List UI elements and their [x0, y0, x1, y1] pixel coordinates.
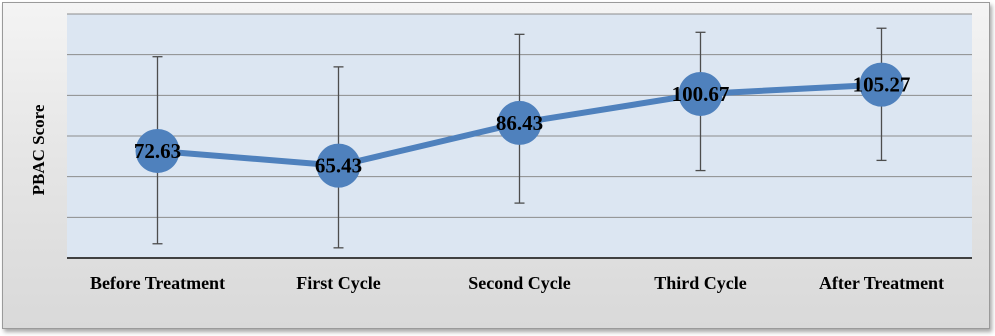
x-tick-label: Before Treatment [90, 273, 225, 293]
data-point-marker [316, 143, 361, 188]
data-point-marker [678, 71, 723, 116]
x-tick-label: Third Cycle [654, 273, 747, 293]
data-point-marker [859, 62, 904, 107]
data-label: 65.43 [315, 154, 362, 178]
data-label: 72.63 [134, 139, 181, 163]
data-label: 86.43 [496, 111, 543, 135]
x-tick-label: After Treatment [819, 273, 944, 293]
x-tick-labels: Before Treatment First Cycle Second Cycle T… [90, 273, 944, 293]
data-labels: 72.63 65.43 86.43 100.67 105.27 [134, 73, 911, 178]
data-label: 105.27 [853, 73, 911, 97]
data-point-marker [497, 100, 542, 145]
y-axis-title: PBAC Score [29, 104, 48, 195]
x-tick-label: First Cycle [296, 273, 380, 293]
data-label: 100.67 [672, 82, 730, 106]
data-point-marker [135, 128, 180, 173]
markers [135, 62, 904, 188]
x-tick-label: Second Cycle [468, 273, 571, 293]
